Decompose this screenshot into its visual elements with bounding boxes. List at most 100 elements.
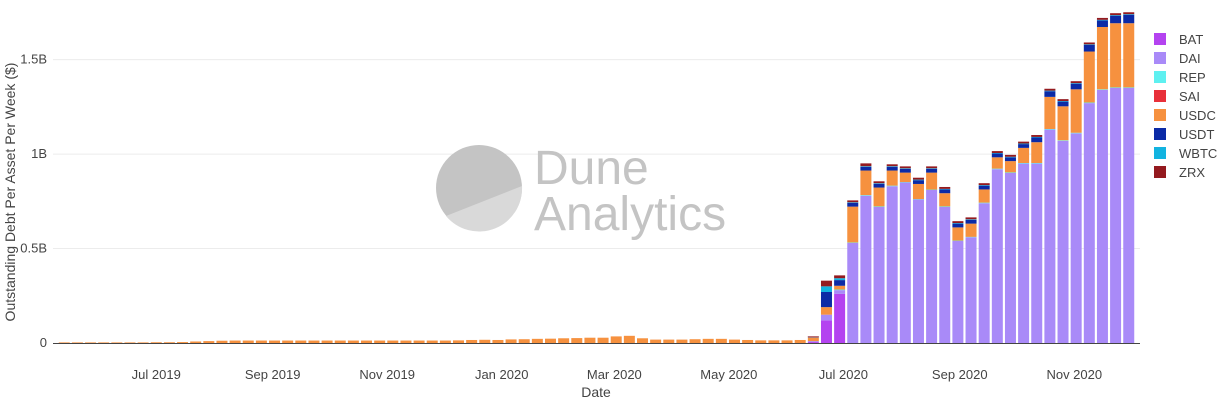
bar-usdt-2020-08-03[interactable] [899,168,911,173]
bar-dai-2020-07-20[interactable] [873,207,885,343]
bar-wbtc-2020-10-26[interactable] [1057,101,1069,102]
bar-wbtc-2020-09-14[interactable] [978,185,990,186]
bar-rep-2020-11-16[interactable] [1096,89,1108,90]
bar-dai-2020-09-28[interactable] [1004,173,1016,343]
bar-dai-2020-11-02[interactable] [1070,133,1082,343]
bar-dai-2020-08-24[interactable] [939,207,951,343]
bar-usdc-2019-12-02[interactable] [439,340,451,343]
bar-rep-2020-11-23[interactable] [1110,87,1122,88]
legend-label-bat[interactable]: BAT [1179,32,1203,47]
bar-rep-2020-10-19[interactable] [1044,128,1056,130]
bar-dai-2020-07-27[interactable] [886,186,898,343]
bar-dai-2020-06-15[interactable] [807,341,819,343]
bar-usdc-2020-01-13[interactable] [518,339,530,343]
bar-usdc-2020-09-14[interactable] [978,189,990,203]
bar-usdc-2019-11-18[interactable] [413,340,425,343]
bar-usdc-2020-04-27[interactable] [715,338,727,343]
bar-wbtc-2020-11-16[interactable] [1096,19,1108,21]
bar-usdc-2020-06-29[interactable] [834,285,846,290]
bar-zrx-2020-11-02[interactable] [1070,81,1082,84]
bar-usdc-2019-09-09[interactable] [282,340,294,343]
bar-zrx-2020-11-23[interactable] [1110,13,1122,16]
bar-usdc-2019-08-05[interactable] [216,340,228,343]
bar-wbtc-2020-07-13[interactable] [860,166,872,167]
bar-usdt-2020-11-09[interactable] [1083,44,1095,52]
bar-zrx-2020-10-19[interactable] [1044,88,1056,91]
bar-usdt-2020-06-22[interactable] [820,292,832,308]
bar-usdc-2020-05-11[interactable] [742,339,754,343]
bar-usdt-2020-09-14[interactable] [978,185,990,190]
bar-zrx-2020-10-26[interactable] [1057,99,1069,102]
bar-zrx-2020-08-03[interactable] [899,166,911,169]
bar-usdc-2020-06-22[interactable] [820,307,832,315]
bar-wbtc-2020-08-03[interactable] [899,168,911,169]
bar-rep-2020-08-17[interactable] [926,189,938,190]
bar-wbtc-2020-09-28[interactable] [1004,156,1016,158]
bar-wbtc-2020-10-19[interactable] [1044,90,1056,92]
bar-usdt-2020-08-31[interactable] [952,223,964,228]
bar-usdc-2020-04-06[interactable] [676,339,688,343]
bar-zrx-2020-10-12[interactable] [1031,135,1043,137]
bar-wbtc-2020-11-02[interactable] [1070,83,1082,84]
bar-dai-2020-09-14[interactable] [978,203,990,343]
legend-swatch-bat[interactable] [1154,33,1166,45]
bar-zrx-2020-11-30[interactable] [1123,12,1135,15]
bar-zrx-2020-10-05[interactable] [1018,141,1030,144]
legend-label-rep[interactable]: REP [1179,70,1206,85]
bar-usdc-2019-11-25[interactable] [426,340,438,343]
bar-dai-2020-11-23[interactable] [1110,88,1122,343]
bar-rep-2020-08-24[interactable] [939,206,951,207]
bar-dai-2020-08-10[interactable] [912,199,924,343]
bar-usdt-2020-09-28[interactable] [1004,157,1016,162]
bar-rep-2020-11-09[interactable] [1083,102,1095,104]
legend-swatch-rep[interactable] [1154,71,1166,83]
bar-dai-2020-07-06[interactable] [847,242,859,343]
bar-usdc-2020-03-02[interactable] [610,336,622,343]
bar-rep-2020-09-21[interactable] [991,168,1003,170]
bar-rep-2020-10-05[interactable] [1018,162,1030,164]
bar-usdc-2019-06-17[interactable] [124,342,136,343]
bar-wbtc-2020-11-09[interactable] [1083,44,1095,45]
bar-zrx-2020-08-31[interactable] [952,221,964,224]
bar-usdc-2019-09-23[interactable] [308,340,320,343]
bar-wbtc-2020-07-20[interactable] [873,183,885,184]
bar-usdc-2020-02-03[interactable] [558,338,570,343]
bar-rep-2020-10-12[interactable] [1031,162,1043,164]
bar-wbtc-2020-07-06[interactable] [847,202,859,203]
bar-bat-2020-06-15[interactable] [807,342,819,343]
bar-zrx-2020-09-07[interactable] [965,217,977,220]
bar-usdt-2020-09-07[interactable] [965,219,977,224]
bar-rep-2020-08-31[interactable] [952,240,964,241]
bar-usdt-2020-06-15[interactable] [807,336,819,338]
bar-zrx-2020-07-20[interactable] [873,181,885,184]
bar-zrx-2020-11-16[interactable] [1096,17,1108,20]
bar-usdt-2020-10-12[interactable] [1031,137,1043,143]
bar-usdc-2020-06-08[interactable] [794,339,806,343]
legend-label-wbtc[interactable]: WBTC [1179,146,1217,161]
bar-wbtc-2020-10-05[interactable] [1018,143,1030,145]
bar-dai-2020-07-13[interactable] [860,195,872,343]
bar-usdc-2020-02-24[interactable] [597,337,609,343]
bar-dai-2020-06-29[interactable] [834,290,846,294]
bar-usdc-2019-07-01[interactable] [150,342,162,343]
legend-label-zrx[interactable]: ZRX [1179,165,1205,180]
bar-rep-2020-07-20[interactable] [873,206,885,207]
bar-usdc-2020-05-18[interactable] [755,340,767,343]
bar-usdc-2020-04-20[interactable] [702,338,714,343]
bar-usdt-2020-06-29[interactable] [834,280,846,286]
bar-usdc-2019-05-13[interactable] [58,342,70,343]
bar-usdt-2020-10-26[interactable] [1057,101,1069,107]
bar-usdt-2020-08-10[interactable] [912,180,924,184]
bar-usdc-2020-11-30[interactable] [1123,23,1135,88]
bar-dai-2020-11-09[interactable] [1083,103,1095,343]
legend-label-dai[interactable]: DAI [1179,51,1201,66]
legend-swatch-sai[interactable] [1154,90,1166,102]
bar-zrx-2020-08-10[interactable] [912,177,924,180]
bar-dai-2020-08-31[interactable] [952,241,964,343]
bar-dai-2020-08-17[interactable] [926,190,938,343]
bar-usdt-2020-10-05[interactable] [1018,144,1030,148]
legend-label-sai[interactable]: SAI [1179,89,1200,104]
bar-rep-2020-09-14[interactable] [978,202,990,204]
bar-usdc-2019-10-07[interactable] [334,340,346,343]
bar-rep-2020-08-10[interactable] [912,198,924,200]
